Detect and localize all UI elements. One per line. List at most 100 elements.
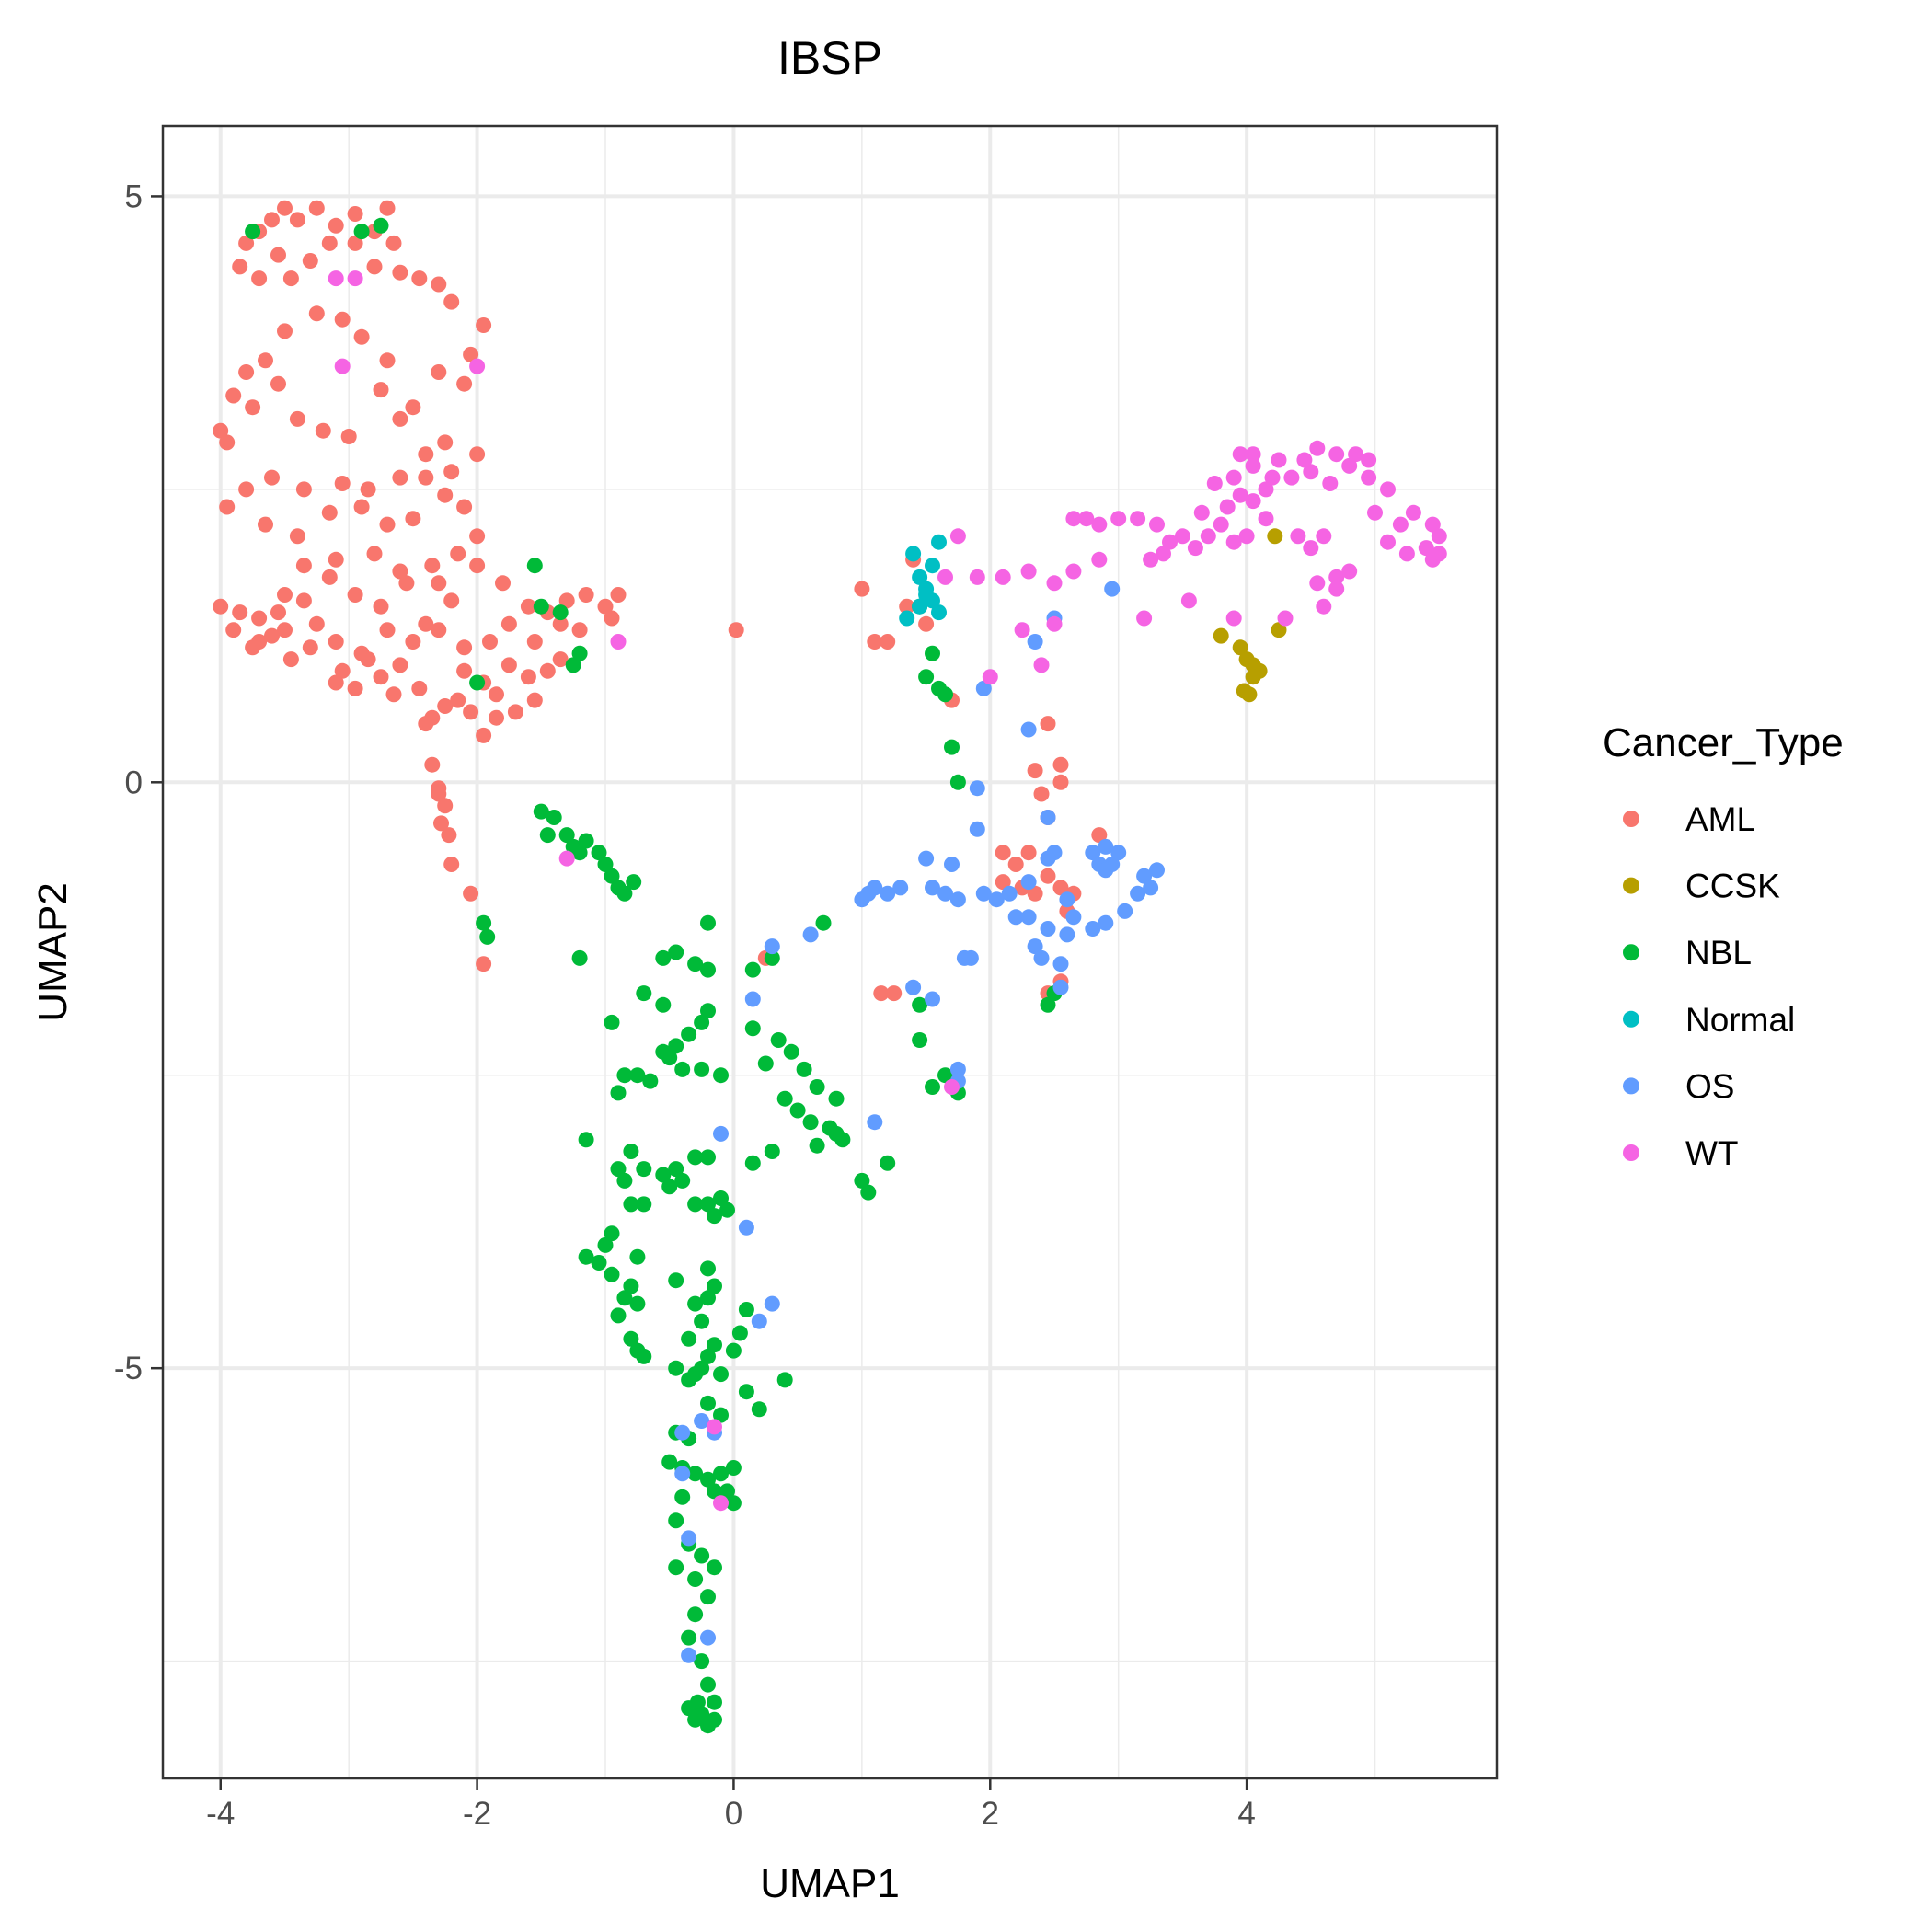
y-tick-label: -5 bbox=[114, 1351, 143, 1386]
point-nbl bbox=[694, 1061, 710, 1077]
point-wt bbox=[982, 669, 998, 685]
point-aml bbox=[450, 546, 466, 562]
point-wt bbox=[1271, 452, 1287, 468]
point-aml bbox=[366, 259, 383, 275]
point-wt bbox=[1328, 581, 1345, 597]
point-nbl bbox=[719, 1483, 735, 1500]
point-wt bbox=[1264, 469, 1281, 486]
point-wt bbox=[1309, 575, 1326, 592]
point-nbl bbox=[668, 1360, 684, 1376]
point-aml bbox=[443, 592, 460, 609]
point-aml bbox=[1020, 845, 1037, 861]
point-aml bbox=[418, 469, 434, 486]
point-nbl bbox=[796, 1061, 812, 1077]
point-os bbox=[1117, 903, 1133, 919]
point-aml bbox=[873, 985, 890, 1002]
point-aml bbox=[610, 587, 627, 603]
point-nbl bbox=[616, 885, 633, 902]
point-aml bbox=[251, 610, 268, 627]
point-normal bbox=[931, 604, 947, 621]
point-aml bbox=[245, 639, 261, 656]
point-os bbox=[674, 1424, 691, 1441]
legend-label-ccsk: CCSK bbox=[1685, 868, 1780, 905]
point-nbl bbox=[571, 645, 588, 661]
point-nbl bbox=[469, 674, 486, 691]
point-os bbox=[802, 926, 819, 943]
point-aml bbox=[520, 598, 536, 615]
point-nbl bbox=[925, 645, 940, 661]
point-wt bbox=[1316, 598, 1332, 615]
point-wt bbox=[1367, 504, 1383, 521]
point-wt bbox=[469, 358, 486, 374]
point-nbl bbox=[552, 604, 569, 621]
point-os bbox=[1136, 868, 1153, 884]
point-nbl bbox=[629, 1295, 646, 1312]
point-os bbox=[867, 1114, 883, 1131]
point-os bbox=[1052, 956, 1069, 972]
point-aml bbox=[340, 429, 357, 444]
point-aml bbox=[353, 328, 370, 345]
point-nbl bbox=[681, 1330, 697, 1347]
point-nbl bbox=[565, 657, 581, 673]
point-os bbox=[764, 1295, 780, 1312]
point-aml bbox=[277, 622, 293, 638]
point-aml bbox=[328, 634, 344, 650]
point-nbl bbox=[674, 1489, 691, 1505]
point-aml bbox=[302, 639, 318, 656]
point-wt bbox=[949, 528, 966, 545]
plot-panel bbox=[163, 126, 1497, 1778]
point-nbl bbox=[802, 1114, 819, 1131]
point-aml bbox=[379, 622, 396, 638]
point-aml bbox=[450, 692, 466, 708]
point-aml bbox=[385, 686, 402, 703]
point-aml bbox=[308, 305, 325, 322]
point-wt bbox=[1225, 534, 1242, 550]
point-nbl bbox=[674, 1061, 691, 1077]
point-nbl bbox=[912, 996, 928, 1013]
point-aml bbox=[392, 469, 408, 486]
point-nbl bbox=[668, 944, 684, 960]
legend-key-normal bbox=[1623, 1010, 1639, 1028]
point-nbl bbox=[668, 1512, 684, 1529]
point-aml bbox=[360, 481, 376, 498]
point-wt bbox=[1232, 446, 1248, 463]
point-nbl bbox=[623, 1330, 639, 1347]
point-os bbox=[1143, 880, 1159, 896]
point-aml bbox=[405, 399, 421, 416]
point-wt bbox=[1290, 528, 1306, 545]
point-aml bbox=[392, 410, 408, 427]
point-nbl bbox=[834, 1132, 851, 1148]
point-nbl bbox=[700, 1003, 716, 1019]
point-aml bbox=[405, 634, 421, 650]
point-os bbox=[937, 885, 953, 902]
point-ccsk bbox=[1245, 669, 1261, 685]
point-aml bbox=[476, 727, 492, 743]
point-nbl bbox=[770, 1032, 787, 1048]
point-aml bbox=[282, 270, 299, 287]
data-points bbox=[213, 200, 1447, 1734]
point-os bbox=[674, 1466, 691, 1482]
point-nbl bbox=[681, 1026, 697, 1042]
point-aml bbox=[463, 704, 479, 720]
point-wt bbox=[1110, 511, 1127, 527]
point-nbl bbox=[623, 1196, 639, 1213]
point-wt bbox=[1380, 534, 1396, 550]
point-aml bbox=[328, 217, 344, 234]
point-os bbox=[1040, 810, 1056, 825]
point-nbl bbox=[533, 803, 549, 820]
point-ccsk bbox=[1213, 627, 1229, 644]
point-wt bbox=[1431, 528, 1447, 545]
point-wt bbox=[347, 270, 363, 287]
point-aml bbox=[321, 569, 338, 585]
legend-label-normal: Normal bbox=[1685, 1001, 1795, 1039]
point-aml bbox=[854, 581, 870, 597]
point-wt bbox=[1283, 469, 1300, 486]
legend-label-nbl: NBL bbox=[1685, 934, 1752, 972]
point-aml bbox=[1052, 880, 1069, 896]
point-aml bbox=[437, 487, 454, 503]
point-aml bbox=[443, 293, 460, 310]
point-nbl bbox=[629, 1067, 646, 1084]
point-aml bbox=[437, 434, 454, 451]
point-aml bbox=[373, 382, 389, 398]
point-aml bbox=[1033, 786, 1050, 802]
